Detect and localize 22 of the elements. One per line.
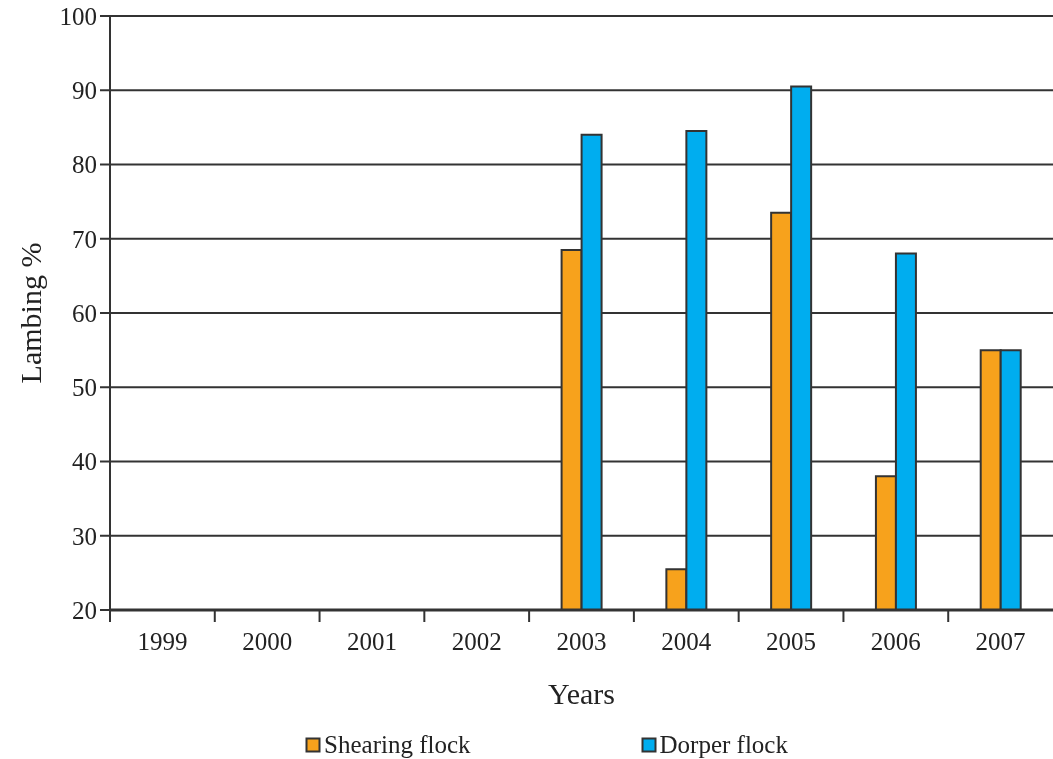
x-tick-label: 2001: [346, 627, 397, 655]
y-tick-label: 80: [72, 151, 97, 179]
y-tick-label: 60: [72, 299, 97, 327]
x-tick-label: 1999: [137, 627, 188, 655]
y-tick-label: 20: [72, 596, 97, 624]
y-tick-label: 70: [72, 225, 97, 253]
y-tick-label: 100: [59, 2, 97, 30]
x-tick-label: 2006: [870, 627, 921, 655]
x-tick-label: 2004: [661, 627, 712, 655]
x-tick-label: 2007: [975, 627, 1026, 655]
x-tick-label: 2005: [766, 627, 817, 655]
x-tick-label: 2002: [451, 627, 502, 655]
y-tick-label: 50: [72, 374, 97, 402]
legend-label: Shearing flock: [324, 731, 471, 759]
y-tick-label: 40: [72, 448, 97, 476]
x-axis-title: Years: [548, 677, 615, 710]
x-tick-label: 2003: [556, 627, 607, 655]
x-tick-label: 2000: [242, 627, 293, 655]
y-tick-label: 90: [72, 77, 97, 105]
y-tick-label: 30: [72, 522, 97, 550]
y-axis-title: Lambing %: [13, 242, 47, 384]
legend-label: Dorper flock: [659, 731, 788, 759]
